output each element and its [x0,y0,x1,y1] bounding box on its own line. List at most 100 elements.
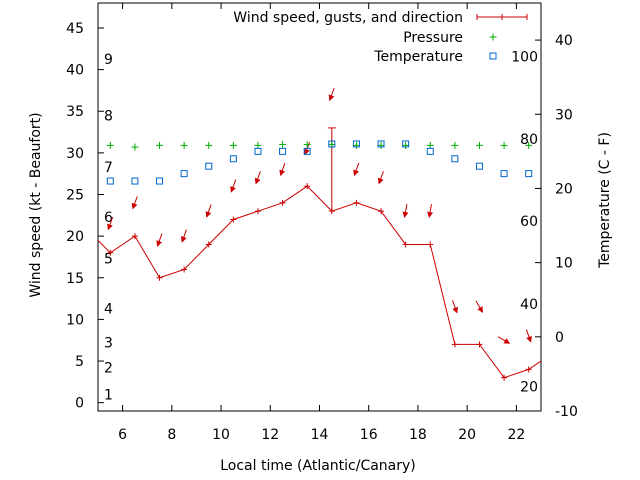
wind-speed-point [501,374,508,381]
pressure-point [377,141,385,149]
arrow-head [230,186,236,193]
temperature-point [131,177,139,185]
pressure-point [180,141,188,149]
wind-direction-arrow [353,162,360,177]
temperature-point [402,140,410,148]
beaufort-label: 7 [104,160,113,176]
fahrenheit-label: 20 [520,380,538,396]
arrow-head [328,94,335,102]
wind-direction-arrow [156,233,163,247]
pressure-point [352,141,360,149]
arrow-head [254,177,261,185]
fahrenheit-label: 100 [511,49,538,65]
beaufort-label: 8 [104,108,113,124]
arrow-head [377,177,384,185]
y-left-tick-label: 20 [66,229,84,245]
wind-direction-arrow [205,204,212,218]
temperature-point [475,162,483,170]
wind-speed-point [476,341,483,348]
y-axis-label-right: Temperature (C - F) [597,132,613,269]
wind-speed-point [107,249,114,256]
beaufort-label: 5 [104,252,113,268]
y-axis-label-left: Wind speed (kt - Beaufort) [28,112,44,297]
x-tick-label: 18 [409,427,427,443]
wind-speed-point [131,233,138,240]
wind-direction-arrow [180,229,188,243]
wind-direction-arrow [107,216,114,231]
temperature-point [451,155,459,163]
wind-direction-arrow [254,171,261,185]
y-right-tick-label: 30 [555,107,573,123]
pressure-point [106,141,114,149]
temperature-point [352,140,360,148]
wind-speed-point [279,199,286,206]
wind-direction-arrow [497,336,511,344]
plot-frame [97,2,542,412]
pressure-point [426,141,434,149]
wind-speed-point [181,266,188,273]
y-left-tick-label: 40 [66,63,84,79]
beaufort-label: 9 [104,52,113,68]
arrow-head [452,306,459,314]
beaufort-label: 6 [104,210,113,226]
wind-direction-arrow [475,300,483,313]
wind-direction-arrow [427,204,434,219]
arrow-head [503,338,511,344]
temperature-point [279,147,287,155]
wind-direction-arrow [402,204,409,219]
temperature-point [229,155,237,163]
y-left-tick-label: 35 [66,104,84,120]
y-left-tick-label: 15 [66,271,84,287]
pressure-point [402,141,410,149]
temperature-point [303,147,311,155]
wind-speed-point [156,274,163,281]
temperature-point [180,170,188,178]
legend-label: Pressure [403,30,463,46]
pressure-point [205,141,213,149]
temperature-point [426,147,434,155]
arrow-head [107,223,113,231]
beaufort-label: 4 [104,302,113,318]
pressure-point [254,141,262,149]
temperature-point [525,170,533,178]
wind-direction-arrow [279,162,286,177]
y-left-tick-label: 45 [66,21,84,37]
pressure-point [156,141,164,149]
wind-direction-arrow [131,196,138,210]
wind-speed-point [427,241,434,248]
wind-speed-point [402,241,409,248]
wind-speed-point [353,199,360,206]
fahrenheit-label: 60 [520,214,538,230]
y-left-tick-label: 25 [66,188,84,204]
wind-speed-point [230,216,237,223]
y-right-tick-label: 0 [555,330,564,346]
wind-speed-point [378,208,385,215]
arrow-head [402,211,409,219]
temperature-point [254,147,262,155]
pressure-point [303,141,311,149]
arrow-head [156,240,163,247]
pressure-point [131,143,139,151]
temperature-point [328,140,336,148]
y-right-tick-label: 20 [555,181,573,197]
x-tick-label: 6 [118,427,127,443]
wind-speed-line [97,185,542,379]
x-tick-label: 14 [311,427,329,443]
arrow-head [304,148,310,156]
arrow-head [205,211,212,218]
x-tick-label: 22 [507,427,525,443]
wind-direction-arrow [328,87,335,102]
axes: 6 8 10 12 14 16 18 20 22051015202530354045-10010… [66,2,578,443]
arrow-head [477,306,483,313]
beaufort-label: 3 [104,336,113,352]
data-layer [97,87,542,381]
x-axis-label: Local time (Atlantic/Canary) [220,458,416,474]
y-left-tick-label: 30 [66,146,84,162]
wind-direction-arrow [230,179,237,193]
wind-direction-arrow [377,171,384,185]
legend: Wind speed, gusts, and direction Pressure… [233,10,528,65]
x-tick-label: 8 [167,427,176,443]
fahrenheit-label: 40 [520,297,538,313]
pressure-point [451,141,459,149]
arrow-head [526,335,532,343]
